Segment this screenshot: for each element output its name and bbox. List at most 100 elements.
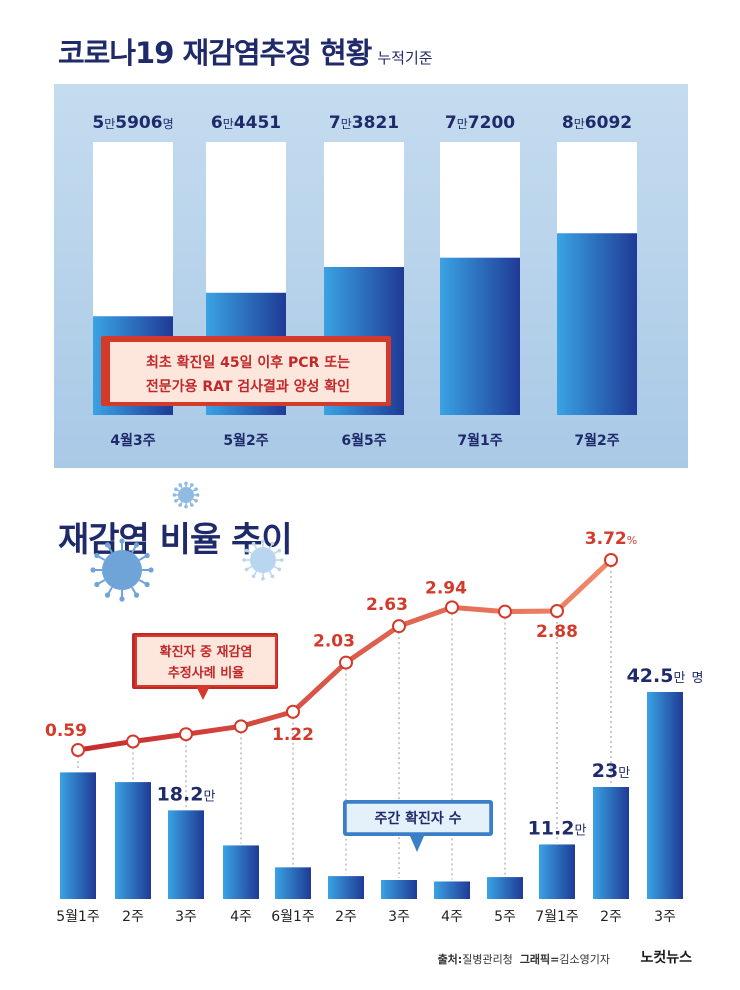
virus-icon-medium (242, 539, 284, 581)
top-bar-value-label: 5만5906명 (92, 113, 173, 133)
top-chart-note: 누적기준 (377, 49, 433, 67)
virus-spike-tip (194, 487, 198, 492)
bar-callout-box (345, 802, 491, 834)
bottom-category-label: 4주 (230, 909, 252, 925)
rate-value-label: 2.94 (425, 578, 467, 598)
rate-number: 2.94 (425, 578, 467, 598)
rate-value-label: 2.63 (366, 595, 408, 615)
virus-body (102, 550, 142, 590)
bottom-category-label: 5주 (494, 909, 516, 925)
top-bar (440, 257, 520, 415)
value-part: 3821 (352, 113, 399, 133)
weekly-bar (487, 877, 523, 899)
virus-spike-tip (190, 483, 194, 487)
rate-value-label: 0.59 (45, 721, 87, 741)
virus-spike-tip (184, 481, 188, 486)
line-callout-box (135, 635, 277, 687)
rate-point (498, 604, 512, 619)
virus-spike-tip (90, 567, 96, 573)
virus-spike-tip (277, 548, 282, 553)
virus-spike-tip (194, 499, 198, 503)
virus-spike-tip (133, 592, 140, 598)
weekly-bar (647, 692, 683, 899)
rate-number: 1.22 (272, 725, 314, 745)
value-part: 7 (329, 113, 341, 133)
virus-spike-tip (94, 581, 100, 588)
virus-spike-tip (251, 541, 256, 546)
bar-number: 42.5 (627, 665, 674, 687)
bottom-category-label: 3주 (654, 909, 676, 925)
rate-point (392, 619, 406, 634)
value-part: 5906 (115, 113, 162, 133)
rate-point (445, 600, 459, 615)
virus-spike-tip (244, 548, 249, 553)
source-line: 출처:질병관리청 그래픽=김소영기자 (438, 951, 610, 967)
virus-spike-tip (144, 552, 150, 559)
rate-point (71, 743, 85, 757)
virus-spike-tip (261, 577, 265, 581)
bottom-category-label: 2주 (335, 909, 357, 925)
rate-unit: % (627, 534, 637, 547)
value-unit: 만 (574, 117, 585, 131)
virus-spike-tip (104, 592, 111, 598)
top-chart-title: 코로나19 재감염추정 현황 누적기준 (58, 36, 433, 70)
value-unit: 만 (341, 117, 352, 131)
bar-number: 23 (592, 760, 618, 782)
bar-unit-suffix: 명 (691, 671, 703, 686)
rate-number: 2.63 (366, 595, 408, 615)
virus-spike-tip (133, 542, 140, 548)
callout-box (108, 340, 388, 404)
bottom-category-label: 2주 (122, 909, 144, 925)
virus-icon-large (90, 538, 154, 602)
top-bar-value-label: 6만4451 (211, 113, 281, 133)
bar-unit: 만 (574, 823, 586, 838)
virus-spike-tip (119, 538, 125, 544)
rate-value-label: 1.22 (272, 725, 314, 745)
top-category-label: 7월2주 (574, 432, 619, 449)
virus-spike-tip (172, 493, 177, 497)
bottom-category-label: 4주 (441, 909, 463, 925)
virus-body (178, 487, 194, 503)
top-bar-value-label: 8만6092 (562, 113, 632, 133)
virus-spike-tip (148, 567, 154, 573)
value-part: 7200 (468, 113, 515, 133)
top-bar-value-label: 7만7200 (445, 113, 515, 133)
value-unit: 명 (163, 117, 174, 131)
virus-spike-tip (277, 567, 282, 572)
virus-spike-tip (174, 499, 178, 503)
bottom-category-label: 7월1주 (535, 909, 579, 925)
bottom-category-label: 3주 (175, 909, 197, 925)
virus-spike-tip (195, 493, 200, 497)
value-unit: 만 (457, 117, 468, 131)
virus-spike-tip (144, 581, 150, 588)
value-part: 4451 (234, 113, 281, 133)
bar-number: 11.2 (528, 817, 575, 839)
bottom-category-label: 2주 (600, 909, 622, 925)
virus-spike-tip (94, 552, 100, 559)
rate-point (179, 727, 193, 742)
rate-number: 3.72 (585, 529, 627, 549)
bar-callout-pointer (410, 836, 424, 852)
top-category-label: 4월3주 (110, 432, 155, 449)
callout-line-1: 최초 확진일 45일 이후 PCR 또는 (146, 354, 350, 371)
callout-line-2: 전문가용 RAT 검사결과 양성 확인 (146, 378, 350, 395)
rate-point (286, 704, 300, 719)
weekly-bar (434, 881, 470, 899)
virus-spike-tip (280, 558, 284, 562)
virus-spike-tip (190, 503, 194, 507)
top-category-label: 6월5주 (341, 432, 386, 449)
weekly-bar (381, 880, 417, 899)
virus-spike-tip (251, 574, 256, 579)
virus-icon-small (172, 481, 200, 509)
line-callout-text-2: 추정사례 비율 (168, 665, 244, 681)
weekly-bar (168, 810, 204, 899)
weekly-bar (115, 782, 151, 899)
rate-point (339, 655, 353, 670)
weekly-bar (275, 867, 311, 899)
bar-number: 18.2 (157, 783, 204, 805)
bar-value-label: 42.5만 명 (627, 665, 704, 687)
logo: 노컷뉴스 (640, 950, 692, 966)
source-text: 질병관리청 (462, 953, 513, 966)
source-label: 출처: (437, 953, 463, 966)
graphic-label: 그래픽= (519, 953, 560, 966)
